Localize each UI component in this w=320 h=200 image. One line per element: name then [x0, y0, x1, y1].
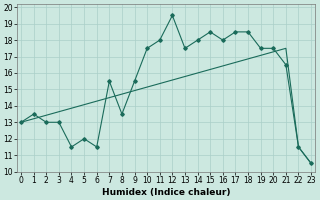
X-axis label: Humidex (Indice chaleur): Humidex (Indice chaleur) — [102, 188, 230, 197]
